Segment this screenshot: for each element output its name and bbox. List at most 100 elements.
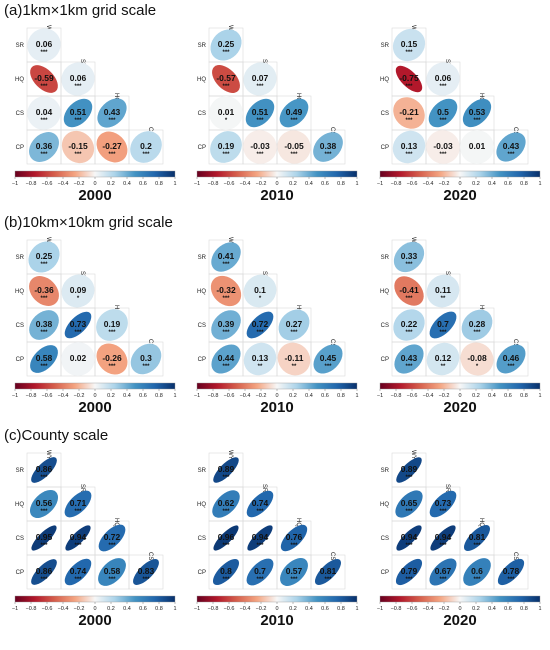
corr-value: 0.43 xyxy=(401,353,418,363)
corr-value: 0.62 xyxy=(218,498,235,508)
colorbar xyxy=(196,595,358,603)
corr-ellipse xyxy=(392,28,426,62)
colorbar-tick-label: 0.2 xyxy=(472,393,480,399)
colorbar-tick-label: −0.4 xyxy=(58,181,69,187)
corr-value: 0.41 xyxy=(218,251,235,261)
colorbar-tick-label: 0 xyxy=(93,393,96,399)
corr-ellipse xyxy=(496,132,526,162)
colorbar-tick-label: −0.6 xyxy=(42,606,53,612)
col-label-cs: CS xyxy=(512,127,518,135)
significance-stars: *** xyxy=(74,118,82,124)
row-label-cp: CP xyxy=(198,357,206,363)
significance-stars: *** xyxy=(74,543,82,549)
colorbar-tick-label: 0.4 xyxy=(123,606,131,612)
corr-value: 0.19 xyxy=(104,319,121,329)
panel-2020: SRHQCSCPWYSRHQCS0.89***0.65***0.73***0.9… xyxy=(377,450,542,629)
significance-stars: *** xyxy=(405,152,413,158)
corr-value: 0.28 xyxy=(469,319,486,329)
colorbar-tick-label: −1 xyxy=(12,181,18,187)
col-label-cs: CS xyxy=(512,339,518,347)
significance-stars: *** xyxy=(222,577,230,583)
corr-value: 0.74 xyxy=(70,566,87,576)
col-label-cs: CS xyxy=(329,339,335,347)
corr-ellipse xyxy=(29,132,59,162)
row-label-cp: CP xyxy=(198,570,206,576)
panel-2000: SRHQCSCPWYSRHQCS0.86***0.56***0.71***0.9… xyxy=(12,450,177,629)
panel-year: 2010 xyxy=(260,187,293,204)
row-label-sr: SR xyxy=(16,468,25,474)
significance-stars: *** xyxy=(222,543,230,549)
corr-value: -0.05 xyxy=(284,141,304,151)
corr-value: 0.39 xyxy=(218,319,235,329)
corr-ellipse xyxy=(31,457,57,483)
corr-ellipse xyxy=(61,130,95,164)
corr-ellipse xyxy=(96,309,128,341)
corr-value: 0.76 xyxy=(286,532,303,542)
col-label-sr: SR xyxy=(261,484,267,493)
corr-value: 0.65 xyxy=(401,498,418,508)
corr-ellipse xyxy=(396,525,422,551)
row-label-sr: SR xyxy=(16,43,25,49)
significance-stars: *** xyxy=(439,152,447,158)
significance-stars: *** xyxy=(108,152,116,158)
colorbar-tick-label: 1 xyxy=(538,181,541,187)
colorbar-tick-label: −1 xyxy=(12,606,18,612)
colorbar-tick-label: 0.6 xyxy=(321,606,329,612)
colorbar-tick-label: −1 xyxy=(377,393,383,399)
corr-value: 0.33 xyxy=(401,251,418,261)
significance-stars: *** xyxy=(222,262,230,268)
significance-stars: *** xyxy=(222,152,230,158)
significance-stars: *** xyxy=(256,543,264,549)
corr-value: -0.57 xyxy=(216,73,236,83)
significance-stars: *** xyxy=(256,509,264,515)
corr-ellipse xyxy=(463,524,491,552)
section-title: (c)County scale xyxy=(4,427,108,444)
corr-ellipse xyxy=(31,525,57,551)
corr-ellipse xyxy=(29,310,59,340)
significance-stars: *** xyxy=(222,84,230,90)
corr-value: 0.5 xyxy=(437,107,449,117)
colorbar-tick-label: 0.4 xyxy=(488,181,496,187)
significance-stars: *** xyxy=(256,118,264,124)
corr-value: 0.56 xyxy=(36,498,53,508)
corr-value: 0.3 xyxy=(140,353,152,363)
colorbar-tick-label: 1 xyxy=(173,393,176,399)
corr-value: 0.09 xyxy=(70,285,87,295)
significance-stars: *** xyxy=(439,543,447,549)
colorbar-tick-label: −0.8 xyxy=(208,393,219,399)
row-label-cs: CS xyxy=(381,323,389,329)
corr-ellipse xyxy=(98,558,126,586)
significance-stars: *** xyxy=(290,330,298,336)
corr-ellipse xyxy=(462,98,492,128)
corr-ellipse xyxy=(212,558,240,586)
grid-cell xyxy=(310,554,346,590)
significance-stars: ** xyxy=(292,364,297,370)
colorbar-tick-label: −0.6 xyxy=(224,181,235,187)
corr-value: 0.25 xyxy=(218,39,235,49)
corr-ellipse xyxy=(463,558,491,586)
corr-ellipse xyxy=(460,130,494,164)
row-label-cp: CP xyxy=(381,145,389,151)
significance-stars: ** xyxy=(441,296,446,302)
corr-ellipse xyxy=(394,276,424,306)
corr-value: 0.58 xyxy=(36,353,53,363)
panel-2010: SRHQCSCPWYSRHQCS0.25***-0.57***0.07***0.… xyxy=(194,25,359,204)
col-label-cs: CS xyxy=(147,339,153,347)
colorbar-tick-label: 1 xyxy=(355,181,358,187)
corr-value: 0.01 xyxy=(218,107,235,117)
colorbar-tick-label: 0.8 xyxy=(337,181,345,187)
col-label-sr: SR xyxy=(79,484,85,493)
corr-value: 0.8 xyxy=(220,566,232,576)
corr-value: 0.58 xyxy=(104,566,121,576)
significance-stars: * xyxy=(77,296,80,302)
colorbar-tick-label: 0.2 xyxy=(107,393,115,399)
corr-value: 0.15 xyxy=(401,39,418,49)
significance-stars: *** xyxy=(256,577,264,583)
significance-stars: *** xyxy=(405,364,413,370)
grid-cell xyxy=(493,129,529,165)
corr-value: 0.06 xyxy=(70,73,87,83)
corr-ellipse xyxy=(63,98,93,128)
panel-year: 2010 xyxy=(260,399,293,416)
corr-ellipse xyxy=(65,525,91,551)
